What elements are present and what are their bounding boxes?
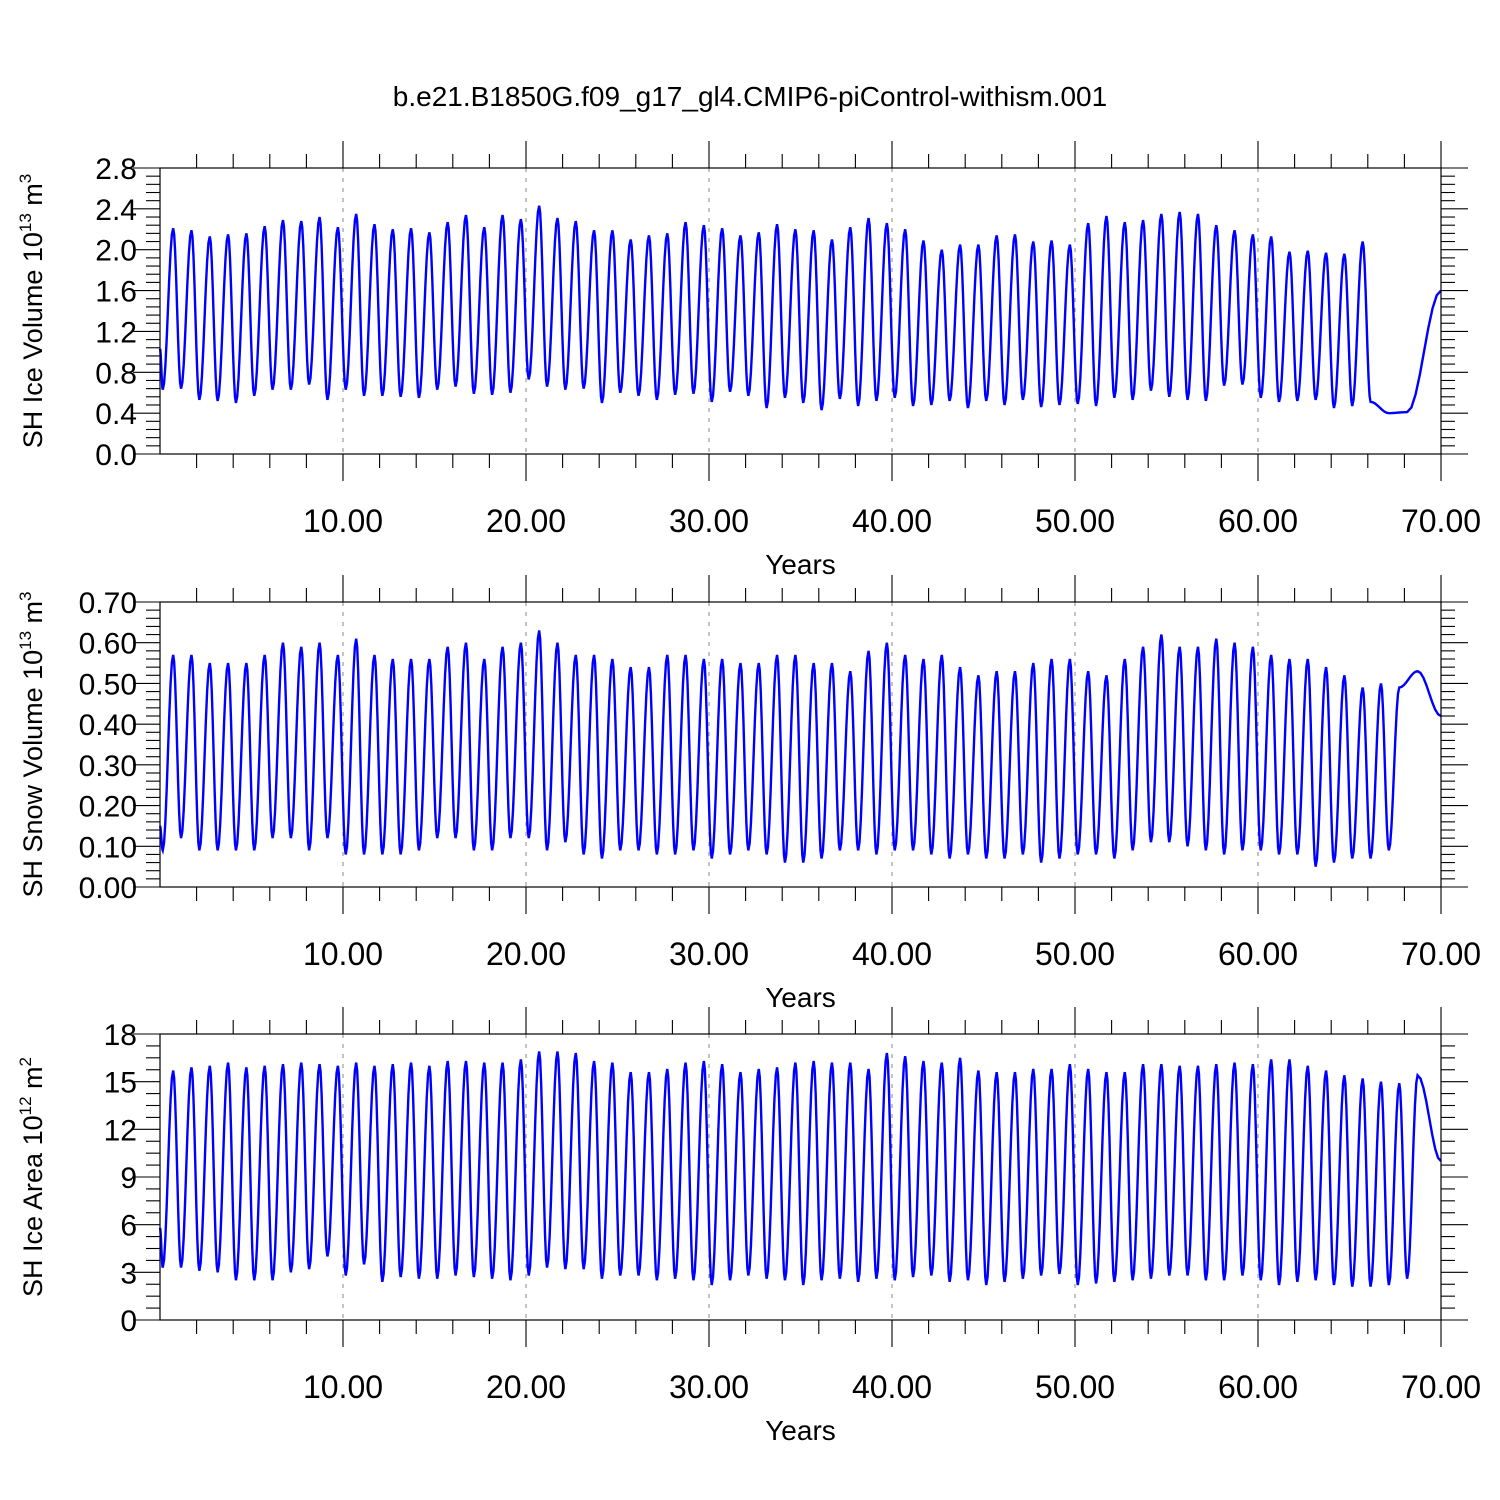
ice-area-x-tick-label: 50.00 — [1035, 1369, 1115, 1405]
ice-volume-plot-frame — [159, 167, 1442, 455]
snow-volume-x-tick-label: 60.00 — [1218, 936, 1298, 972]
snow-volume-plot-frame — [159, 601, 1442, 888]
ice-area-y-tick-label: 12 — [104, 1114, 137, 1147]
ice-volume-x-tick-label: 20.00 — [486, 503, 566, 539]
ice-volume-y-tick-labels: 0.0 0.4 0.8 1.2 1.6 2.0 2.4 2.8 — [95, 153, 137, 472]
snow-volume-x-tick-labels: 10.00 20.00 30.00 40.00 50.00 60.00 70.00 — [303, 936, 1481, 972]
ice-volume-x-tick-label: 70.00 — [1401, 503, 1481, 539]
ice-volume-y-tick-label: 2.8 — [95, 153, 137, 186]
ice-volume-y-tick-label: 2.0 — [95, 235, 137, 268]
snow-volume-x-tick-label: 30.00 — [669, 936, 749, 972]
figure-title: b.e21.B1850G.f09_g17_gl4.CMIP6-piControl… — [393, 81, 1107, 112]
ice-volume-x-axis-label: Years — [765, 549, 836, 580]
snow-volume-y-tick-label: 0.70 — [79, 587, 137, 620]
snow-volume-x-tick-label: 10.00 — [303, 936, 383, 972]
snow-volume-axis-ticks — [133, 575, 1468, 914]
ice-area-x-tick-labels: 10.00 20.00 30.00 40.00 50.00 60.00 70.00 — [303, 1369, 1481, 1405]
ice-volume-axis-ticks — [133, 141, 1468, 481]
ice-area-x-tick-label: 70.00 — [1401, 1369, 1481, 1405]
ice-area-x-axis-label: Years — [765, 1415, 836, 1446]
snow-volume-x-tick-label: 20.00 — [486, 936, 566, 972]
ice-volume-y-tick-label: 0.4 — [95, 398, 137, 431]
ice-volume-x-tick-label: 50.00 — [1035, 503, 1115, 539]
ice-volume-y-axis-label: SH Ice Volume 1013 m3 — [16, 174, 48, 449]
panel-ice-area: 0 3 6 9 12 15 18 10.00 20.00 30.00 40.00 50.00 60.0… — [16, 1007, 1481, 1446]
snow-volume-x-axis-label: Years — [765, 982, 836, 1013]
ice-area-plot-frame — [159, 1033, 1442, 1321]
panel-snow-volume: 0.00 0.10 0.20 0.30 0.40 0.50 0.60 0.70 10.00 20… — [16, 575, 1481, 1013]
ice-volume-y-tick-label: 2.4 — [95, 194, 137, 227]
snow-volume-y-tick-label: 0.60 — [79, 628, 137, 661]
ice-area-y-axis-label: SH Ice Area 1012 m2 — [16, 1057, 48, 1297]
snow-volume-x-tick-label: 40.00 — [852, 936, 932, 972]
ice-area-x-tick-label: 30.00 — [669, 1369, 749, 1405]
ice-volume-y-tick-label: 1.6 — [95, 276, 137, 309]
ice-area-y-tick-label: 9 — [120, 1162, 137, 1195]
snow-volume-y-tick-labels: 0.00 0.10 0.20 0.30 0.40 0.50 0.60 0.70 — [79, 587, 137, 905]
ice-area-x-tick-label: 10.00 — [303, 1369, 383, 1405]
ice-volume-x-tick-labels: 10.00 20.00 30.00 40.00 50.00 60.00 70.00 — [303, 503, 1481, 539]
ice-volume-y-tick-label: 0.8 — [95, 357, 137, 390]
ice-volume-grid — [342, 168, 1259, 454]
ice-area-x-tick-label: 20.00 — [486, 1369, 566, 1405]
panel-ice-volume: 0.0 0.4 0.8 1.2 1.6 2.0 2.4 2.8 10.00 20.00 30.00… — [16, 141, 1481, 580]
snow-volume-y-tick-label: 0.40 — [79, 709, 137, 742]
snow-volume-y-tick-label: 0.50 — [79, 668, 137, 701]
ice-area-y-tick-label: 0 — [120, 1305, 137, 1338]
snow-volume-x-tick-label: 50.00 — [1035, 936, 1115, 972]
ice-area-series-line — [158, 1051, 1442, 1287]
ice-area-x-tick-label: 60.00 — [1218, 1369, 1298, 1405]
snow-volume-y-tick-label: 0.10 — [79, 831, 137, 864]
ice-volume-x-tick-label: 40.00 — [852, 503, 932, 539]
snow-volume-y-tick-label: 0.00 — [79, 872, 137, 905]
ice-area-x-tick-label: 40.00 — [852, 1369, 932, 1405]
ice-volume-series-line — [158, 205, 1442, 415]
ice-area-y-tick-labels: 0 3 6 9 12 15 18 — [104, 1019, 137, 1338]
ice-volume-x-tick-label: 60.00 — [1218, 503, 1298, 539]
ice-volume-x-tick-label: 30.00 — [669, 503, 749, 539]
ice-area-y-tick-label: 6 — [120, 1210, 137, 1243]
ice-area-y-tick-label: 3 — [120, 1257, 137, 1290]
ice-area-y-tick-label: 18 — [104, 1019, 137, 1052]
ice-volume-y-tick-label: 1.2 — [95, 316, 137, 349]
snow-volume-y-axis-label: SH Snow Volume 1013 m3 — [16, 591, 48, 897]
snow-volume-y-tick-label: 0.20 — [79, 791, 137, 824]
ice-volume-x-tick-label: 10.00 — [303, 503, 383, 539]
snow-volume-y-tick-label: 0.30 — [79, 750, 137, 783]
ice-area-y-tick-label: 15 — [104, 1067, 137, 1100]
ice-area-axis-ticks — [133, 1007, 1468, 1347]
ice-volume-y-tick-label: 0.0 — [95, 439, 137, 472]
snow-volume-series-line — [158, 630, 1442, 867]
snow-volume-x-tick-label: 70.00 — [1401, 936, 1481, 972]
